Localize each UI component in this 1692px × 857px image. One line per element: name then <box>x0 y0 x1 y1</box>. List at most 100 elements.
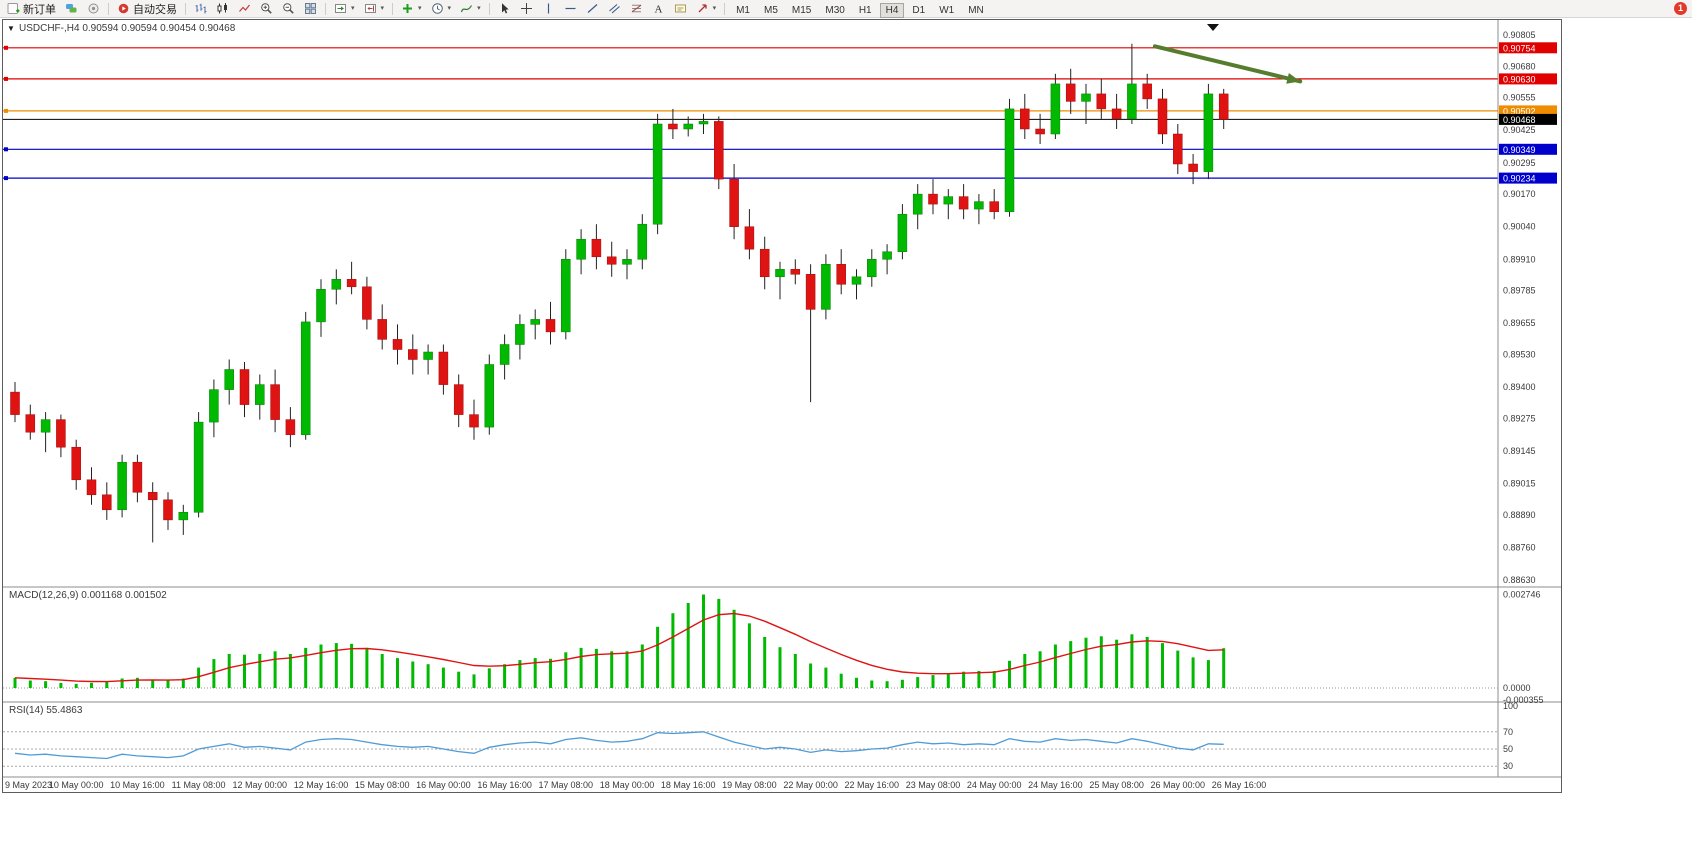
text-label-icon <box>674 4 686 13</box>
arrows-button[interactable]: ▾ <box>692 1 721 17</box>
vertical-line-button[interactable] <box>538 1 559 17</box>
price-chart[interactable]: 0.90805 0.90680 0.90555 0.90425 0.90295 0.901… <box>3 20 1561 792</box>
timeframe-button-m5[interactable]: M5 <box>758 3 784 18</box>
bear-candle <box>362 286 372 320</box>
periods-button[interactable]: ▾ <box>427 1 456 17</box>
zoom-in-button[interactable] <box>256 1 277 17</box>
equidistant-channel-button[interactable] <box>604 1 625 17</box>
line-chart-button[interactable] <box>234 1 255 17</box>
bear-candle <box>163 499 173 521</box>
y-axis-label: 0.89400 <box>1503 382 1536 392</box>
x-axis-label: 24 May 00:00 <box>967 780 1022 790</box>
auto-trading-label: 自动交易 <box>133 3 177 16</box>
candlestick-chart-icon <box>217 3 227 14</box>
bar-chart-button[interactable] <box>190 1 211 17</box>
y-axis-label: 0.89785 <box>1503 286 1536 296</box>
x-axis-label: 24 May 16:00 <box>1028 780 1083 790</box>
timeframe-button-h1[interactable]: H1 <box>853 3 878 18</box>
bull-candle <box>683 123 693 130</box>
bear-candle <box>438 351 449 385</box>
timeframe-group: M1 M5 M15 M30 H1 H4 D1 W1 MN <box>729 0 991 18</box>
bull-candle <box>1081 93 1091 102</box>
new-order-label: 新订单 <box>23 3 56 16</box>
bear-candle <box>958 196 969 210</box>
bar-chart-icon <box>195 3 207 14</box>
x-axis-label: 26 May 16:00 <box>1212 780 1267 790</box>
bull-candle <box>1127 83 1137 120</box>
x-axis-label: 23 May 08:00 <box>906 780 961 790</box>
clock-icon <box>431 3 443 14</box>
bull-candle <box>316 289 326 323</box>
new-chart-button[interactable]: ▾ <box>397 1 426 17</box>
trendline-button[interactable] <box>582 1 603 17</box>
x-axis-label: 12 May 16:00 <box>294 780 349 790</box>
tile-windows-button[interactable] <box>300 1 321 17</box>
horizontal-line-button[interactable] <box>560 1 581 17</box>
fibonacci-button[interactable] <box>626 1 647 17</box>
chat-button[interactable] <box>61 1 82 17</box>
bear-candle <box>1096 93 1107 110</box>
auto-trading-button[interactable]: 自动交易 <box>113 1 181 17</box>
dropdown-arrow-icon: ▾ <box>380 5 385 12</box>
bear-candle <box>1020 108 1030 130</box>
timeframe-button-m1[interactable]: M1 <box>730 3 756 18</box>
bear-candle <box>1157 98 1168 135</box>
bear-candle <box>392 339 403 350</box>
timeframe-button-h4[interactable]: H4 <box>879 2 905 18</box>
timeframe-button-d1[interactable]: D1 <box>906 3 931 18</box>
one-click-trading-toggle[interactable]: ▼ <box>7 24 15 33</box>
y-axis-label: 0.90295 <box>1503 158 1536 168</box>
rsi-axis-label: 50 <box>1503 744 1513 754</box>
cursor-icon <box>501 3 509 14</box>
line-chart-icon <box>239 4 250 12</box>
hline-left-marker <box>4 108 8 113</box>
auto-scroll-button[interactable]: ▾ <box>330 1 359 17</box>
bear-candle <box>408 349 418 360</box>
y-axis-label: 0.89530 <box>1503 350 1536 360</box>
toolbar-separator <box>392 2 394 15</box>
chat-icon <box>66 4 77 13</box>
y-axis-label: 0.90040 <box>1503 222 1536 232</box>
price-scale-area[interactable]: 0.90805 0.90680 0.90555 0.90425 0.90295 0.901… <box>1503 30 1536 585</box>
bear-candle <box>285 419 296 435</box>
chart-shift-button[interactable]: ▾ <box>360 1 389 17</box>
new-order-button[interactable]: 新订单 <box>3 1 60 17</box>
chart-shift-marker[interactable] <box>1207 24 1219 31</box>
bear-candle <box>239 369 250 405</box>
timeframe-button-m30[interactable]: M30 <box>819 3 850 18</box>
zoom-out-button[interactable] <box>278 1 299 17</box>
bull-candle <box>484 364 495 428</box>
signals-button[interactable] <box>83 1 104 17</box>
bear-candle <box>989 201 999 212</box>
bull-candle <box>882 251 892 260</box>
svg-text:0.90502: 0.90502 <box>1503 106 1536 116</box>
text-button[interactable]: A <box>648 1 669 17</box>
bear-candle <box>836 264 846 285</box>
crosshair-button[interactable] <box>516 1 537 17</box>
y-axis-label: 0.88890 <box>1503 510 1536 520</box>
svg-text:A: A <box>654 4 662 16</box>
indicators-button[interactable]: ▾ <box>456 1 485 17</box>
candlestick-chart-button[interactable] <box>212 1 233 17</box>
notification-badge[interactable]: 1 <box>1674 2 1687 15</box>
text-label-button[interactable] <box>670 1 691 17</box>
cursor-button[interactable] <box>494 1 515 17</box>
toolbar-separator <box>488 2 490 15</box>
y-axis-label: 0.90680 <box>1503 61 1536 71</box>
x-axis-label: 11 May 08:00 <box>172 780 226 790</box>
timeframe-button-m15[interactable]: M15 <box>786 3 817 18</box>
bear-candle <box>790 269 801 275</box>
bear-candle <box>10 391 20 415</box>
bull-candle <box>912 193 923 215</box>
bear-candle <box>71 446 81 481</box>
auto-scroll-icon <box>335 4 346 13</box>
bull-candle <box>499 344 510 365</box>
svg-text:0.90754: 0.90754 <box>1503 43 1536 53</box>
y-axis-label: 0.88630 <box>1503 575 1536 585</box>
macd-axis-label: 0.0000 <box>1503 683 1531 693</box>
trend-arrow-annotation[interactable] <box>1152 44 1303 84</box>
timeframe-button-w1[interactable]: W1 <box>933 3 960 18</box>
bear-candle <box>1218 93 1229 120</box>
timeframe-button-mn[interactable]: MN <box>962 3 990 18</box>
